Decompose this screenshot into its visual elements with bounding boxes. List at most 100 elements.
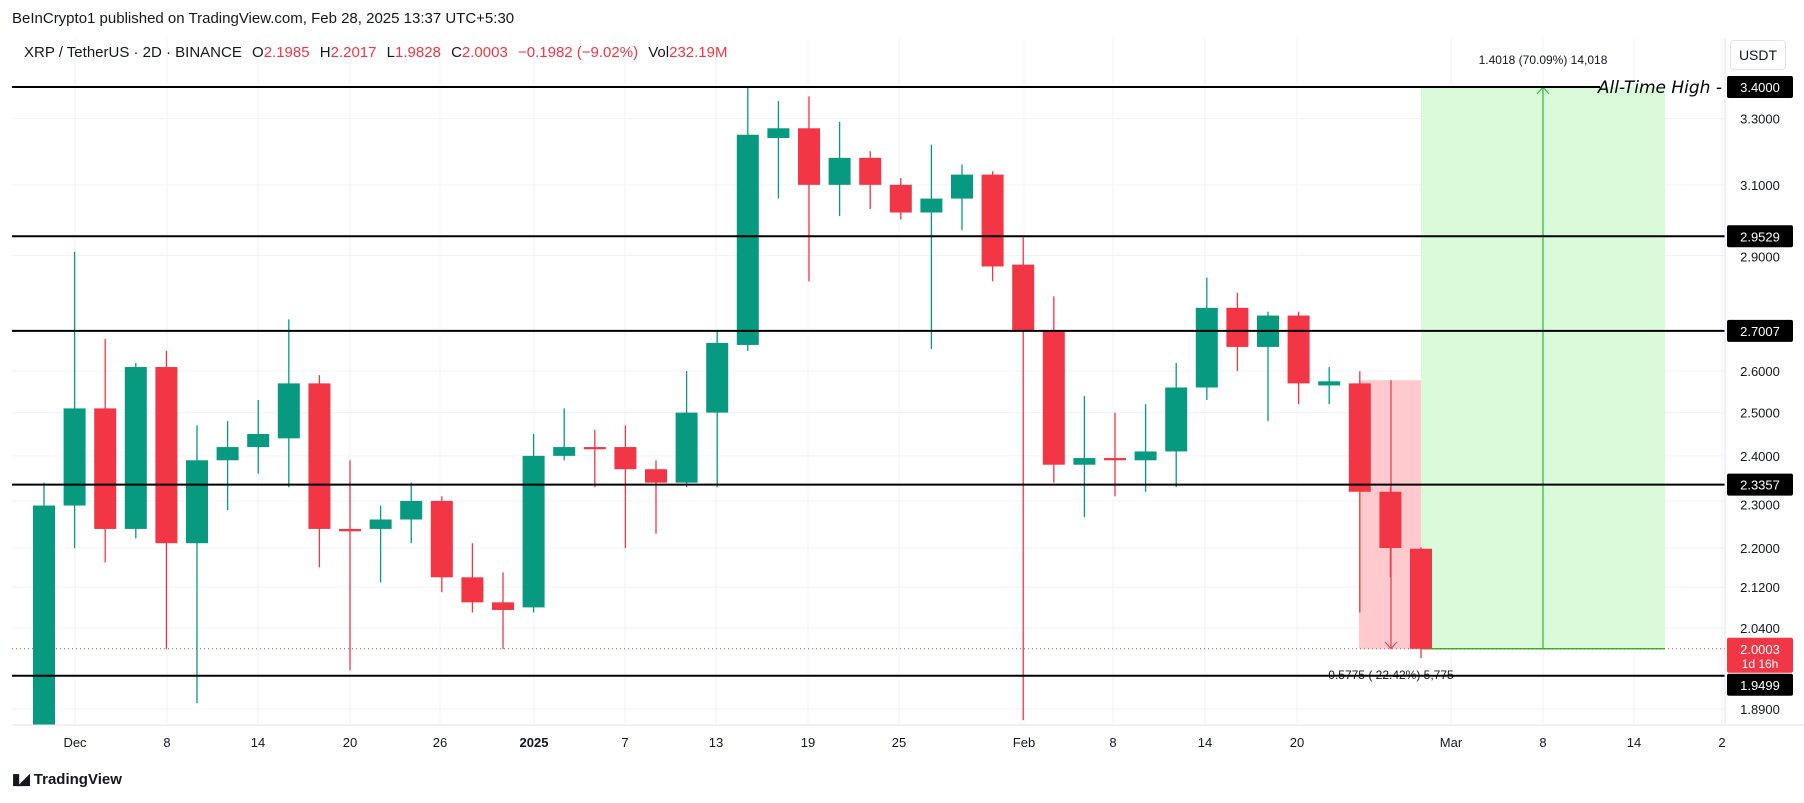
volume: Vol232.19M bbox=[648, 44, 727, 61]
candle-body bbox=[920, 198, 943, 213]
candle bbox=[369, 505, 392, 583]
close-value: 2.0003 bbox=[461, 44, 508, 61]
price-tick-label: 2.1200 bbox=[1740, 580, 1780, 595]
candle bbox=[1165, 362, 1188, 488]
grid bbox=[12, 38, 1725, 725]
time-tick-label: Mar bbox=[1440, 735, 1463, 750]
candle-body bbox=[522, 455, 545, 608]
stop-arrow-head-icon bbox=[1384, 641, 1398, 650]
candle bbox=[461, 543, 484, 613]
vol-value: 232.19M bbox=[669, 44, 728, 61]
candle bbox=[1012, 237, 1035, 721]
candle-body bbox=[736, 134, 759, 345]
target-measure-label: 1.4018 (70.09%) 14,018 bbox=[1479, 53, 1608, 67]
candle bbox=[553, 408, 576, 461]
low-label: L bbox=[386, 44, 396, 61]
candle bbox=[1257, 311, 1279, 422]
candle-body bbox=[1073, 458, 1096, 465]
logo-text: TradingView bbox=[33, 770, 122, 788]
price-tick-label: 2.5000 bbox=[1740, 406, 1780, 421]
currency-button[interactable]: USDT bbox=[1730, 40, 1786, 70]
candle-body bbox=[889, 184, 912, 213]
candle bbox=[430, 496, 453, 593]
ohlc-low: L1.9828 bbox=[387, 44, 441, 61]
high-value: 2.2017 bbox=[330, 44, 377, 61]
time-tick-label: 2025 bbox=[520, 735, 549, 750]
bar-countdown-label: 1d 16h bbox=[1742, 657, 1779, 671]
time-tick-label: 26 bbox=[433, 735, 447, 750]
vol-label: Vol bbox=[648, 44, 670, 61]
time-tick-label: 25 bbox=[892, 735, 906, 750]
candle bbox=[736, 87, 759, 351]
candle-body bbox=[767, 128, 790, 139]
price-tick-label: 2.2000 bbox=[1740, 541, 1780, 556]
level-price-tag bbox=[1727, 225, 1793, 248]
candle bbox=[1379, 487, 1402, 578]
candle-body bbox=[828, 157, 851, 185]
candle-body bbox=[645, 469, 667, 483]
candle bbox=[614, 425, 637, 549]
time-tick-label: 8 bbox=[1539, 735, 1546, 750]
candle-body bbox=[369, 519, 392, 529]
all-time-high-label: All-Time High - bbox=[1597, 78, 1722, 98]
candle bbox=[1226, 292, 1249, 372]
candle-body bbox=[124, 367, 147, 529]
candle-body bbox=[155, 367, 178, 544]
candle bbox=[798, 96, 820, 282]
ohlc-open: O2.1985 bbox=[252, 44, 310, 61]
candle bbox=[1134, 404, 1157, 492]
candle-body bbox=[277, 383, 300, 439]
candle bbox=[859, 151, 882, 210]
candle-body bbox=[216, 447, 239, 461]
price-tick-label: 1.8900 bbox=[1740, 702, 1780, 717]
candle-body bbox=[1287, 315, 1310, 384]
time-tick-label: 8 bbox=[1109, 735, 1116, 750]
time-tick-label: 14 bbox=[1198, 735, 1212, 750]
candle-body bbox=[1195, 307, 1218, 388]
candle bbox=[981, 171, 1004, 282]
candle bbox=[828, 121, 851, 217]
candle-body bbox=[461, 577, 484, 603]
symbol-legend: XRP / TetherUS · 2D · BINANCE O2.1985 H2… bbox=[24, 44, 733, 61]
time-tick-label: 14 bbox=[1627, 735, 1641, 750]
candle-body bbox=[859, 157, 882, 185]
candle bbox=[216, 421, 239, 511]
candle-body bbox=[308, 383, 331, 529]
candles bbox=[33, 87, 1432, 725]
candle-body bbox=[614, 447, 637, 470]
candle-body bbox=[675, 412, 698, 483]
time-tick-label: Dec bbox=[63, 735, 87, 750]
time-tick-label: 7 bbox=[621, 735, 628, 750]
candle bbox=[1318, 367, 1341, 405]
candle bbox=[1073, 395, 1096, 518]
time-tick-label: 13 bbox=[709, 735, 723, 750]
candle bbox=[706, 331, 729, 488]
candle-body bbox=[981, 174, 1004, 267]
high-label: H bbox=[319, 44, 331, 61]
time-tick-label: 20 bbox=[1290, 735, 1304, 750]
candle bbox=[124, 362, 147, 539]
symbol-title[interactable]: XRP / TetherUS · 2D · BINANCE bbox=[24, 44, 242, 61]
candle-body bbox=[247, 434, 270, 448]
candle-body bbox=[706, 342, 729, 413]
tradingview-logo-icon: ▮◢ bbox=[12, 771, 30, 788]
candle bbox=[492, 572, 514, 649]
price-tick-label: 3.3000 bbox=[1740, 112, 1780, 127]
candle bbox=[645, 460, 667, 534]
candle-body bbox=[951, 174, 973, 199]
candle bbox=[1104, 412, 1126, 497]
price-tick-label: 2.9000 bbox=[1740, 249, 1780, 264]
publish-info: BeInCrypto1 published on TradingView.com… bbox=[12, 10, 515, 27]
tradingview-logo[interactable]: ▮◢ TradingView bbox=[12, 770, 122, 789]
change-value: −0.1982 (−9.02%) bbox=[517, 44, 639, 61]
candle-body bbox=[400, 500, 423, 520]
candle-body bbox=[1134, 451, 1157, 461]
candle bbox=[1287, 311, 1310, 405]
candle-body bbox=[1379, 491, 1402, 549]
candle-body bbox=[583, 447, 606, 450]
candle-body bbox=[1410, 548, 1432, 649]
candle bbox=[339, 460, 361, 671]
candle bbox=[951, 164, 973, 231]
candle bbox=[583, 429, 606, 488]
